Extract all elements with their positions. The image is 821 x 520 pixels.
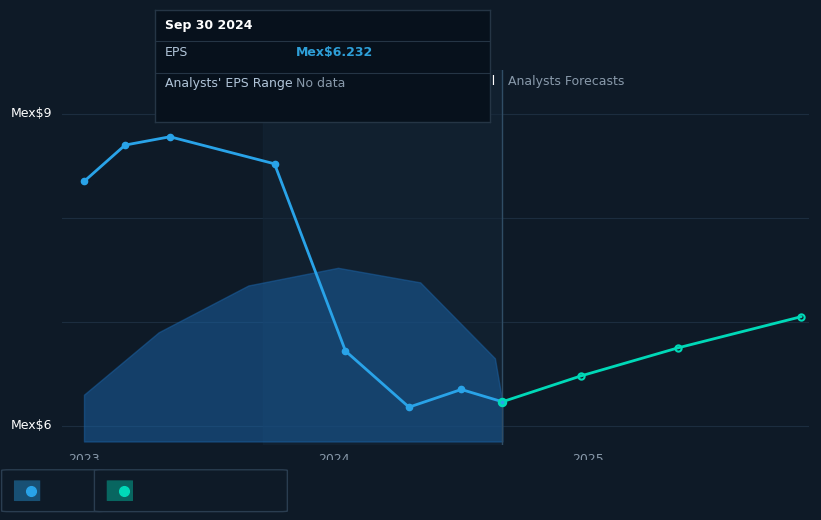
Text: 2024: 2024	[319, 453, 350, 466]
FancyBboxPatch shape	[107, 480, 133, 501]
Text: Mex$6.232: Mex$6.232	[296, 46, 373, 59]
Text: EPS: EPS	[165, 46, 189, 59]
FancyBboxPatch shape	[2, 470, 104, 512]
Text: EPS: EPS	[43, 484, 66, 497]
FancyBboxPatch shape	[94, 470, 287, 512]
Text: Analysts' EPS Range: Analysts' EPS Range	[165, 77, 292, 90]
Text: 2025: 2025	[572, 453, 604, 466]
Bar	[264, 70, 502, 445]
FancyBboxPatch shape	[14, 480, 40, 501]
Text: Analysts Forecasts: Analysts Forecasts	[508, 75, 625, 88]
Text: Mex$9: Mex$9	[11, 108, 53, 121]
Text: Mex$6: Mex$6	[11, 420, 53, 433]
Text: Actual: Actual	[457, 75, 497, 88]
Text: Analysts' EPS Range: Analysts' EPS Range	[135, 484, 263, 497]
Text: Sep 30 2024: Sep 30 2024	[165, 19, 253, 32]
Text: No data: No data	[296, 77, 345, 90]
Text: 2023: 2023	[68, 453, 100, 466]
